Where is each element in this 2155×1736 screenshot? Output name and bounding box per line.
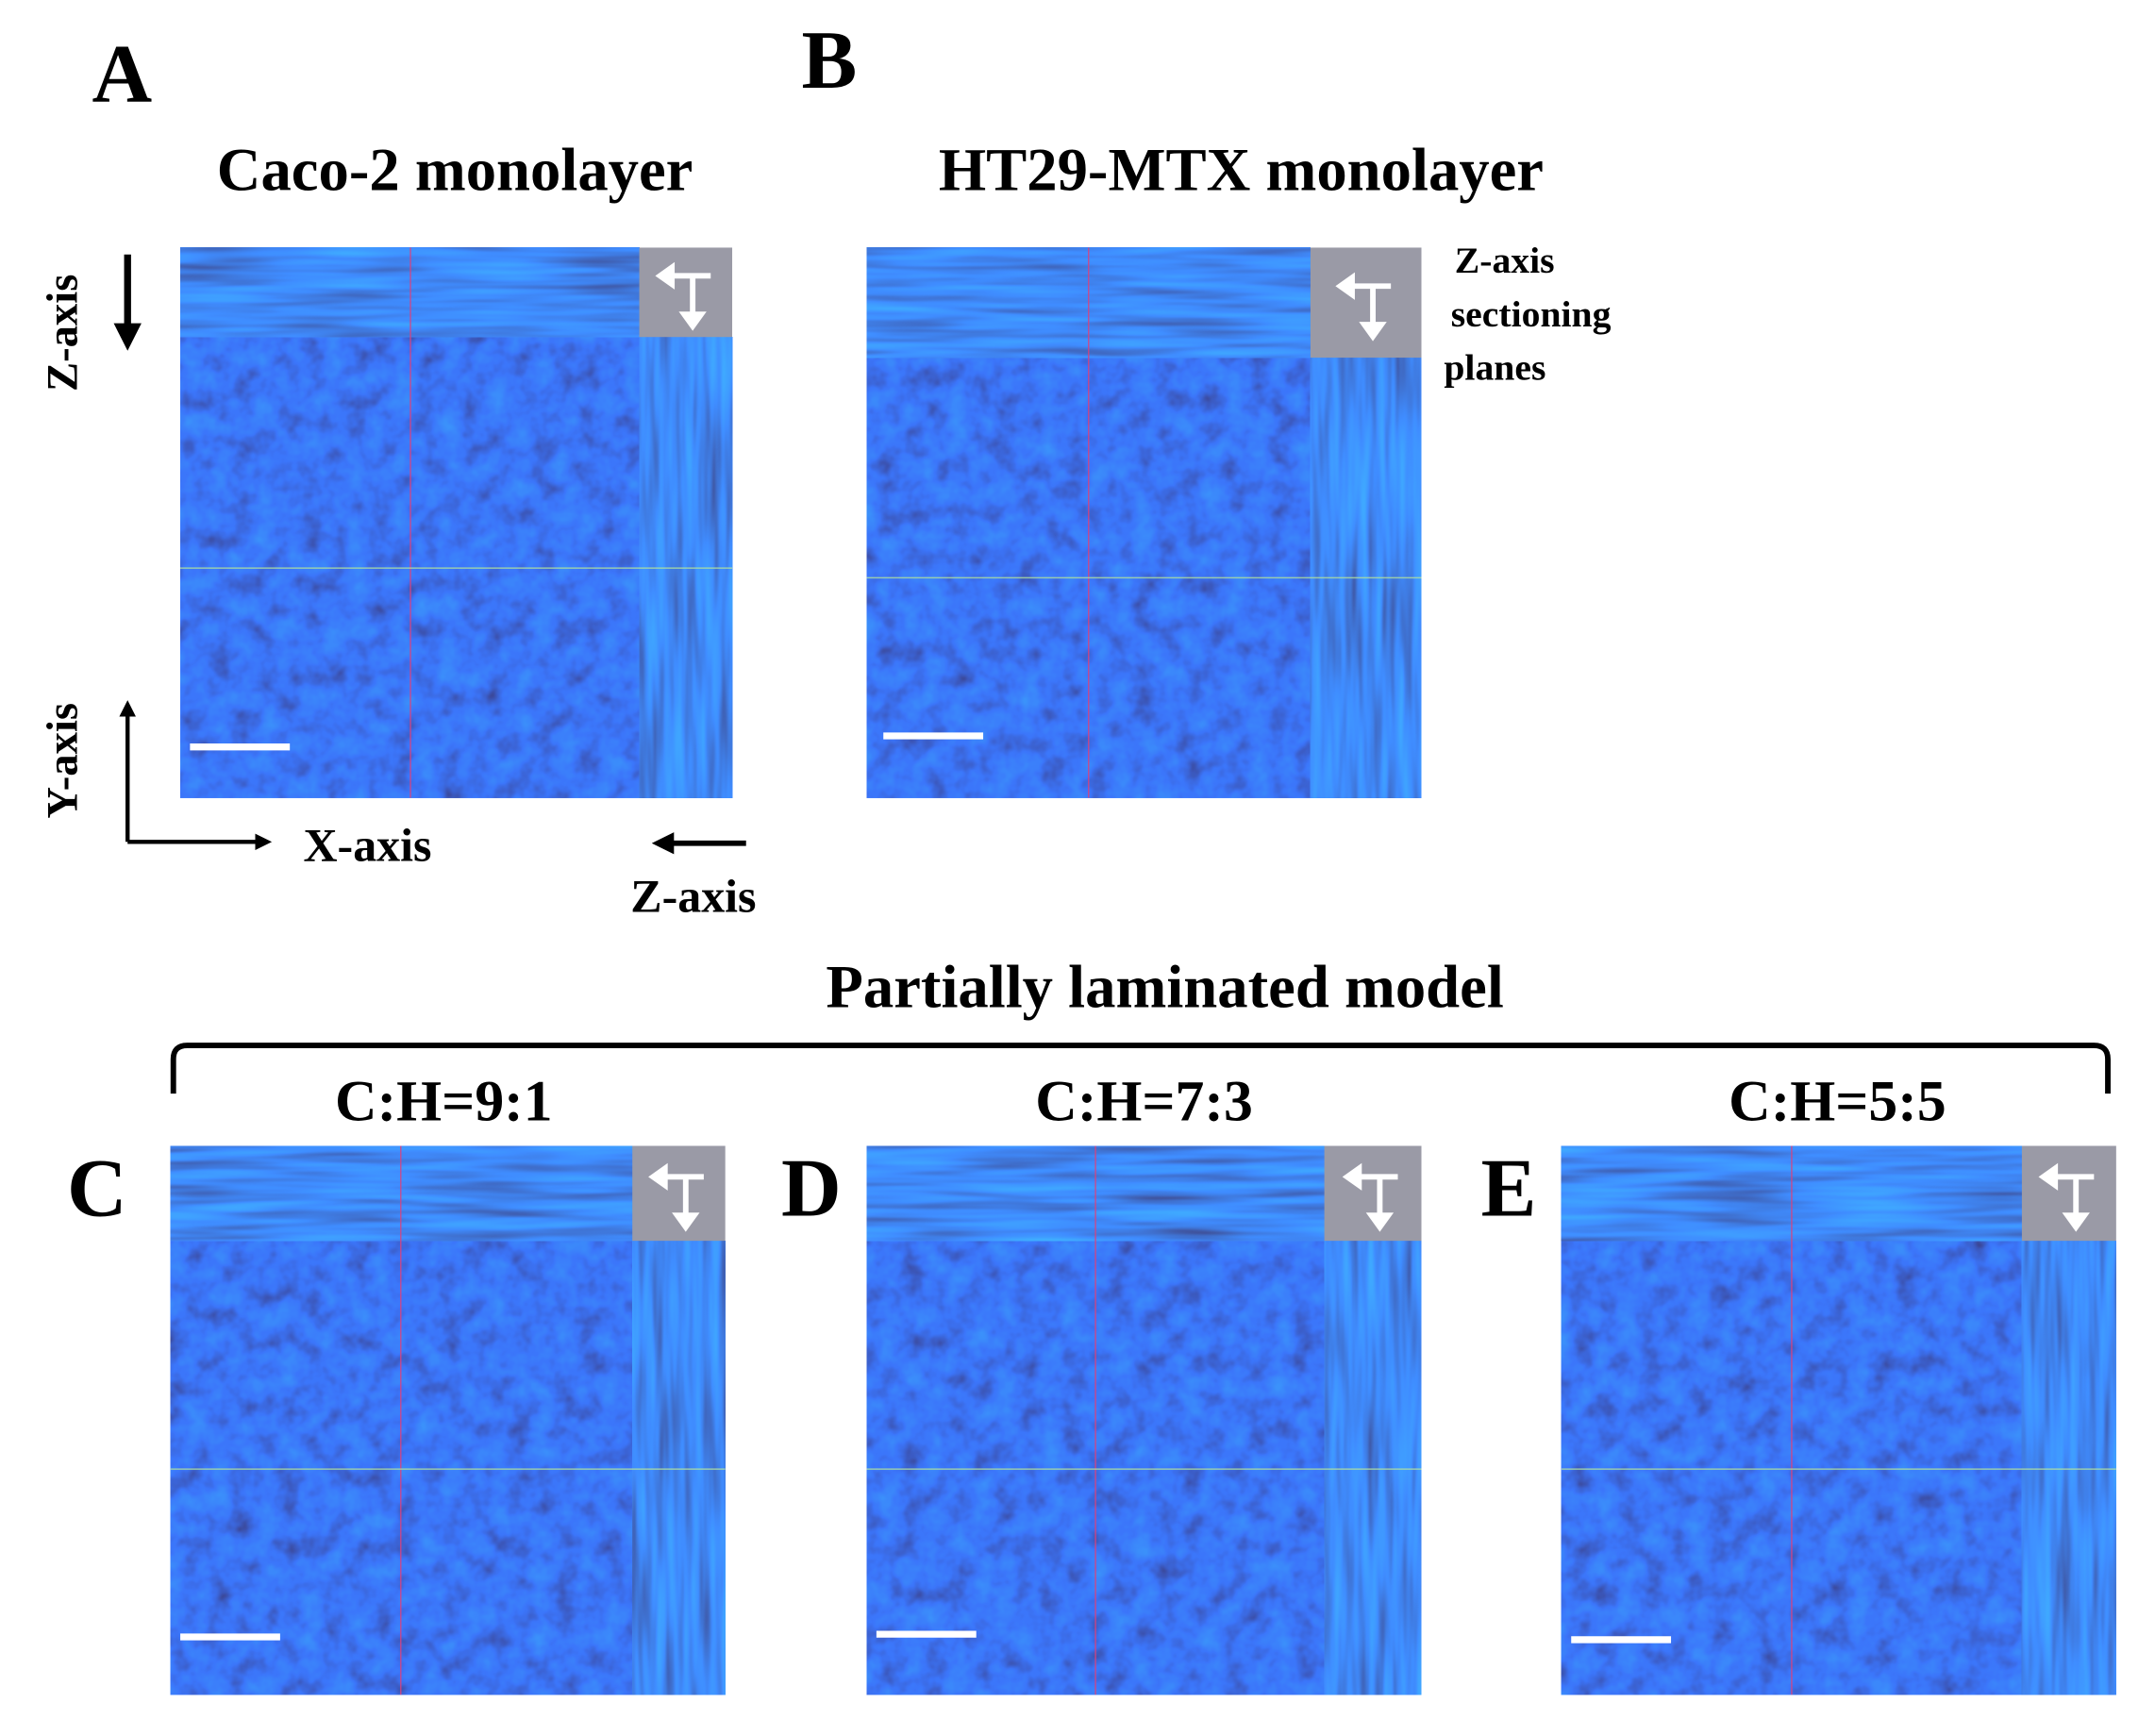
panel-letter: C bbox=[67, 1143, 127, 1234]
panel-title: Caco-2 monolayer bbox=[217, 137, 693, 204]
note: sectioning bbox=[1451, 293, 1612, 335]
bracket bbox=[170, 1043, 2111, 1094]
yz-section bbox=[2020, 1240, 2117, 1696]
corner-arrows bbox=[672, 273, 711, 318]
panel-letter: B bbox=[801, 14, 857, 106]
corner-arrows bbox=[1359, 1174, 1398, 1219]
axis-label: Y-axis bbox=[38, 703, 87, 819]
corner-arrowhead bbox=[1335, 272, 1387, 342]
panel-title: C:H=9:1 bbox=[335, 1070, 553, 1134]
corner-box bbox=[1310, 247, 1422, 359]
axis-label: X-axis bbox=[303, 820, 431, 872]
panel-letter: E bbox=[1481, 1143, 1537, 1234]
corner-box bbox=[1324, 1145, 1422, 1242]
yz-section bbox=[631, 1240, 727, 1696]
corner-arrowhead bbox=[655, 261, 707, 331]
panel-letter: D bbox=[781, 1143, 842, 1234]
note: planes bbox=[1444, 347, 1545, 389]
yz-section bbox=[1323, 1240, 1423, 1696]
axis-label: Z-axis bbox=[38, 275, 87, 392]
panel-letter: A bbox=[92, 28, 152, 120]
note: Z-axis bbox=[1455, 240, 1555, 281]
group-title: Partially laminated model bbox=[826, 954, 1503, 1021]
corner-arrows bbox=[2055, 1174, 2095, 1219]
corner-box bbox=[639, 247, 733, 338]
panel-title: HT29-MTX monolayer bbox=[939, 137, 1544, 204]
panel-title: C:H=7:3 bbox=[1035, 1070, 1253, 1134]
corner-arrowhead bbox=[1342, 1162, 1395, 1232]
corner-box bbox=[2021, 1145, 2116, 1242]
corner-arrows bbox=[664, 1174, 704, 1219]
corner-arrowhead bbox=[648, 1162, 700, 1232]
panel-title: C:H=5:5 bbox=[1729, 1070, 1946, 1134]
corner-box bbox=[632, 1145, 726, 1242]
corner-arrows bbox=[1352, 283, 1392, 328]
axis-label: Z-axis bbox=[630, 871, 756, 923]
corner-arrowhead bbox=[2038, 1162, 2090, 1232]
